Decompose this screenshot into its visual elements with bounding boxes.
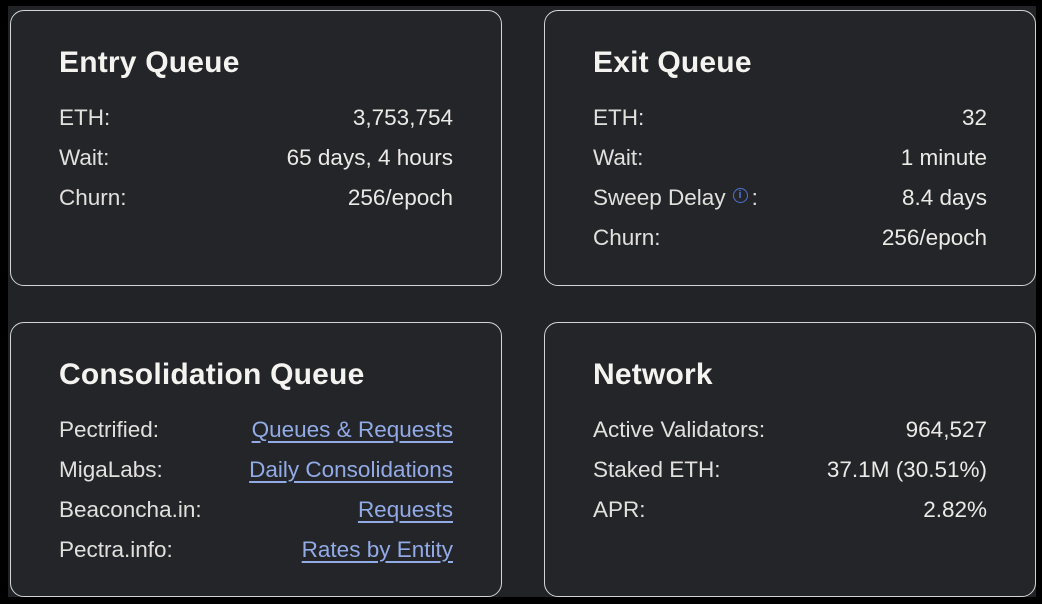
stat-value: 964,527: [905, 416, 987, 442]
entry-queue-title: Entry Queue: [59, 46, 240, 79]
stat-value: 3,753,754: [352, 105, 453, 130]
stat-row: ETH: 32: [593, 98, 987, 138]
stat-label-colon: :: [751, 185, 758, 210]
stat-value: 256/epoch: [347, 185, 453, 210]
stat-row: Active Validators: 964,527: [593, 410, 987, 450]
entry-queue-card: Entry Queue ETH: 3,753,754 Wait: 65 days…: [10, 10, 502, 286]
stat-label: Staked ETH:: [593, 456, 721, 482]
network-title: Network: [593, 357, 713, 391]
stat-row: Wait: 65 days, 4 hours: [59, 138, 453, 178]
stat-value: 32: [961, 105, 987, 130]
stat-row: Pectra.info: Rates by Entity: [59, 530, 453, 570]
link-requests[interactable]: Requests: [357, 496, 453, 522]
stat-value: 8.4 days: [901, 185, 987, 210]
stat-label: Pectra.info:: [59, 536, 173, 562]
stat-value: 65 days, 4 hours: [286, 145, 453, 170]
stat-label: ETH:: [59, 105, 111, 130]
info-icon-glyph: i: [738, 188, 742, 201]
link-queues-and-requests[interactable]: Queues & Requests: [251, 416, 453, 442]
stat-row: Beaconcha.in: Requests: [59, 490, 453, 530]
stat-row: MigaLabs: Daily Consolidations: [59, 450, 453, 490]
stat-label-text: Sweep Delay: [593, 185, 726, 210]
stat-label: MigaLabs:: [59, 456, 163, 482]
stat-label: Sweep Delay i:: [593, 178, 758, 218]
stat-row: Churn: 256/epoch: [59, 178, 453, 218]
info-icon[interactable]: i: [732, 188, 748, 203]
stat-value: 37.1M (30.51%): [826, 456, 987, 482]
stat-row: APR: 2.82%: [593, 490, 987, 530]
stat-label: Pectrified:: [59, 416, 160, 442]
link-daily-consolidations[interactable]: Daily Consolidations: [249, 456, 453, 482]
stat-label: APR:: [593, 496, 646, 522]
exit-queue-card: Exit Queue ETH: 32 Wait: 1 minute Sweep …: [544, 10, 1036, 286]
stat-label: ETH:: [593, 105, 645, 130]
stat-row: Pectrified: Queues & Requests: [59, 410, 453, 450]
stat-row: ETH: 3,753,754: [59, 98, 453, 138]
exit-queue-title: Exit Queue: [593, 46, 752, 79]
stat-label: Churn:: [593, 225, 661, 250]
stat-row: Sweep Delay i: 8.4 days: [593, 178, 987, 218]
stat-row: Staked ETH: 37.1M (30.51%): [593, 450, 987, 490]
stat-label: Active Validators:: [593, 416, 766, 442]
stat-row: Wait: 1 minute: [593, 138, 987, 178]
dashboard-grid: Entry Queue ETH: 3,753,754 Wait: 65 days…: [8, 6, 1036, 597]
stat-label: Beaconcha.in:: [59, 496, 202, 522]
stat-row: Churn: 256/epoch: [593, 218, 987, 258]
network-card: Network Active Validators: 964,527 Stake…: [544, 321, 1036, 597]
stat-value: 2.82%: [923, 496, 987, 522]
link-rates-by-entity[interactable]: Rates by Entity: [301, 536, 453, 562]
consolidation-queue-card: Consolidation Queue Pectrified: Queues &…: [10, 321, 502, 597]
stat-value: 1 minute: [900, 145, 987, 170]
stat-value: 256/epoch: [881, 225, 987, 250]
stat-label: Churn:: [59, 185, 127, 210]
stat-label: Wait:: [59, 145, 110, 170]
consolidation-queue-title: Consolidation Queue: [59, 357, 365, 391]
stat-label: Wait:: [593, 145, 644, 170]
